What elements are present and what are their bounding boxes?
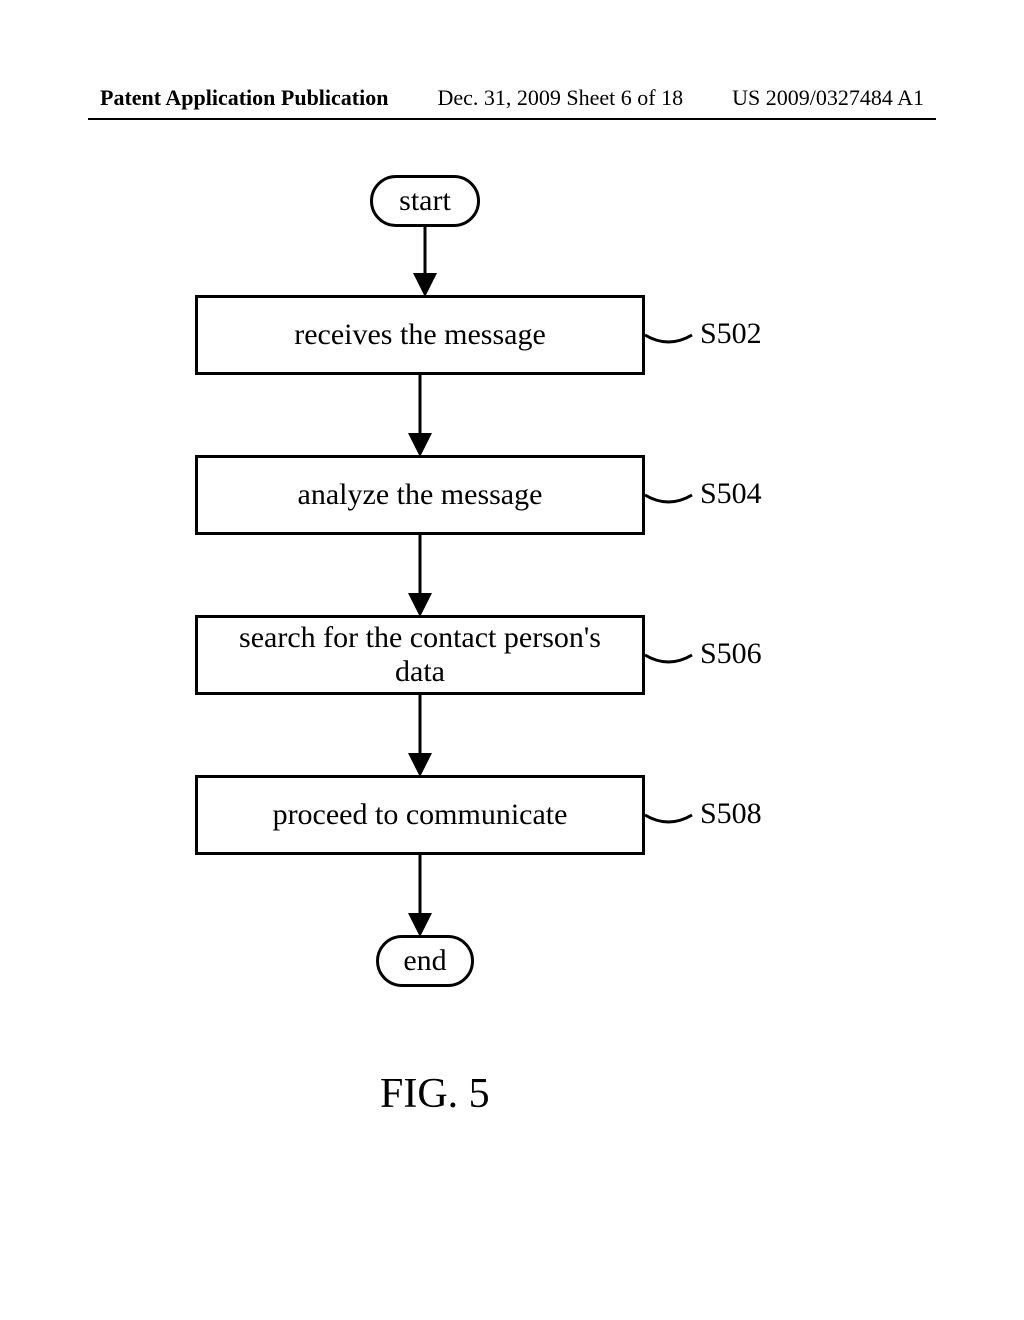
flowchart-node-label: proceed to communicate xyxy=(273,798,568,832)
flowchart-node-label: end xyxy=(403,944,446,978)
flowchart-node-label: start xyxy=(399,184,451,218)
flowchart-terminal-end: end xyxy=(376,935,474,987)
flowchart-process-s506: search for the contact person's data xyxy=(195,615,645,695)
flowchart-node-label: receives the message xyxy=(294,318,546,352)
flowchart-node-label: analyze the message xyxy=(298,478,543,512)
step-ref-label: S504 xyxy=(700,477,762,511)
header-right: US 2009/0327484 A1 xyxy=(732,85,924,111)
step-ref-label: S508 xyxy=(700,797,762,831)
page-header: Patent Application Publication Dec. 31, … xyxy=(0,85,1024,111)
header-rule xyxy=(88,118,936,120)
step-ref-label: S506 xyxy=(700,637,762,671)
header-line: Patent Application Publication Dec. 31, … xyxy=(0,85,1024,111)
flowchart-process-s508: proceed to communicate xyxy=(195,775,645,855)
header-left: Patent Application Publication xyxy=(100,85,388,111)
flowchart-process-s502: receives the message xyxy=(195,295,645,375)
page: Patent Application Publication Dec. 31, … xyxy=(0,0,1024,1320)
step-ref-label: S502 xyxy=(700,317,762,351)
flowchart-terminal-start: start xyxy=(370,175,480,227)
figure-caption: FIG. 5 xyxy=(380,1070,490,1118)
header-mid: Dec. 31, 2009 Sheet 6 of 18 xyxy=(437,85,683,111)
flowchart-node-label: search for the contact person's data xyxy=(218,621,622,689)
flowchart-process-s504: analyze the message xyxy=(195,455,645,535)
